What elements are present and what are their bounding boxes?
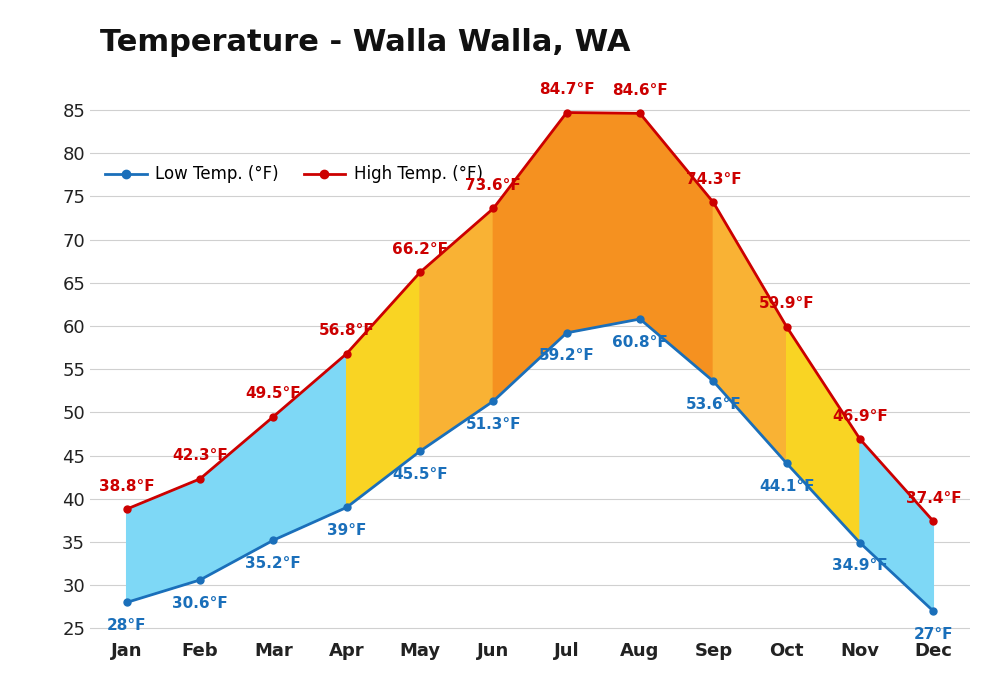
Polygon shape xyxy=(347,272,420,508)
Low Temp. (°F) xyxy=(854,538,866,547)
Text: 66.2°F: 66.2°F xyxy=(392,241,448,257)
Text: 37.4°F: 37.4°F xyxy=(906,491,961,505)
Polygon shape xyxy=(420,209,493,452)
Low Temp. (°F) xyxy=(341,503,353,512)
Text: 30.6°F: 30.6°F xyxy=(172,596,228,610)
Line: Low Temp. (°F): Low Temp. (°F) xyxy=(123,316,937,615)
Text: 35.2°F: 35.2°F xyxy=(245,556,301,570)
Low Temp. (°F) xyxy=(267,536,279,545)
Legend: Low Temp. (°F), High Temp. (°F): Low Temp. (°F), High Temp. (°F) xyxy=(98,159,489,190)
Text: 39°F: 39°F xyxy=(327,523,366,538)
Line: High Temp. (°F): High Temp. (°F) xyxy=(123,109,937,525)
Text: 42.3°F: 42.3°F xyxy=(172,448,228,463)
Polygon shape xyxy=(273,354,347,540)
High Temp. (°F) xyxy=(341,349,353,358)
Low Temp. (°F) xyxy=(561,329,573,337)
Low Temp. (°F) xyxy=(927,607,939,615)
Text: 27°F: 27°F xyxy=(914,626,953,642)
High Temp. (°F) xyxy=(194,475,206,483)
Low Temp. (°F) xyxy=(414,447,426,456)
High Temp. (°F) xyxy=(414,268,426,277)
Text: 74.3°F: 74.3°F xyxy=(686,172,741,187)
Low Temp. (°F) xyxy=(194,576,206,584)
Text: 49.5°F: 49.5°F xyxy=(246,386,301,401)
Text: 56.8°F: 56.8°F xyxy=(319,323,375,338)
Text: 84.6°F: 84.6°F xyxy=(612,83,668,98)
Polygon shape xyxy=(567,113,640,333)
High Temp. (°F) xyxy=(487,204,499,213)
High Temp. (°F) xyxy=(634,109,646,118)
Polygon shape xyxy=(787,327,860,542)
Text: 44.1°F: 44.1°F xyxy=(759,479,814,494)
Text: 59.2°F: 59.2°F xyxy=(539,349,595,363)
Text: 34.9°F: 34.9°F xyxy=(832,559,888,573)
High Temp. (°F) xyxy=(561,108,573,117)
High Temp. (°F) xyxy=(267,412,279,421)
Text: 51.3°F: 51.3°F xyxy=(466,416,521,432)
Polygon shape xyxy=(127,479,200,603)
Text: 73.6°F: 73.6°F xyxy=(465,178,521,193)
Text: 84.7°F: 84.7°F xyxy=(539,82,594,97)
Low Temp. (°F) xyxy=(781,459,793,468)
Text: 60.8°F: 60.8°F xyxy=(612,335,668,349)
High Temp. (°F) xyxy=(781,323,793,331)
Low Temp. (°F) xyxy=(634,315,646,323)
Text: 59.9°F: 59.9°F xyxy=(759,296,814,312)
Low Temp. (°F) xyxy=(707,377,719,386)
Polygon shape xyxy=(493,113,567,401)
Polygon shape xyxy=(713,202,787,463)
Text: 46.9°F: 46.9°F xyxy=(832,409,888,423)
High Temp. (°F) xyxy=(121,505,133,513)
Polygon shape xyxy=(860,439,933,611)
Text: 45.5°F: 45.5°F xyxy=(392,467,448,482)
Low Temp. (°F) xyxy=(121,598,133,607)
Polygon shape xyxy=(640,113,713,382)
Text: Temperature - Walla Walla, WA: Temperature - Walla Walla, WA xyxy=(100,28,631,57)
High Temp. (°F) xyxy=(707,198,719,206)
Low Temp. (°F) xyxy=(487,397,499,405)
Text: 28°F: 28°F xyxy=(107,618,146,633)
Text: 38.8°F: 38.8°F xyxy=(99,479,154,493)
High Temp. (°F) xyxy=(854,435,866,443)
Text: 53.6°F: 53.6°F xyxy=(685,397,741,412)
High Temp. (°F) xyxy=(927,517,939,526)
Polygon shape xyxy=(200,416,273,580)
